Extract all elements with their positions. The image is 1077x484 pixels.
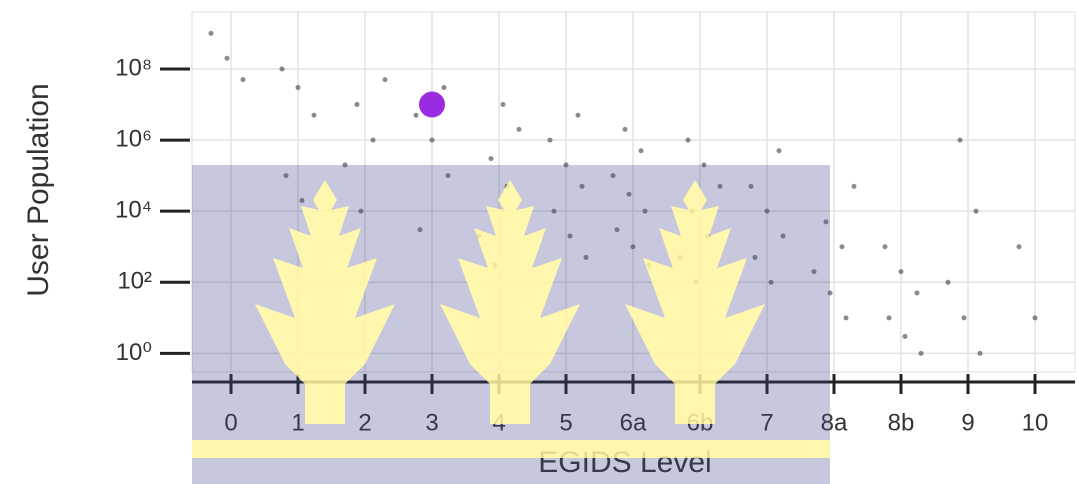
point	[919, 351, 924, 356]
point	[899, 269, 904, 274]
point	[623, 127, 628, 132]
point	[946, 280, 951, 285]
x-tick-label: 10	[1022, 409, 1049, 436]
point	[225, 56, 230, 61]
point	[777, 148, 782, 153]
y-tick-label: 10²	[117, 268, 152, 295]
y-axis-label: User Population	[22, 83, 55, 296]
highlight-point	[419, 92, 445, 118]
point	[887, 315, 892, 320]
page: {"chart_data": { "type": "scatter", "x_l…	[0, 0, 1077, 484]
point	[1033, 315, 1038, 320]
point	[371, 138, 376, 143]
point	[1017, 244, 1022, 249]
point	[915, 291, 920, 296]
watermark-overlay	[192, 165, 830, 484]
overlay-bar	[192, 440, 830, 458]
point	[312, 113, 317, 118]
point	[962, 315, 967, 320]
point	[355, 102, 360, 107]
point	[576, 113, 581, 118]
point	[517, 127, 522, 132]
point	[430, 138, 435, 143]
point	[903, 334, 908, 339]
point	[974, 209, 979, 214]
y-tick-label: 10⁶	[115, 125, 152, 152]
point	[639, 148, 644, 153]
point	[489, 156, 494, 161]
y-tick-label: 10⁴	[115, 197, 152, 224]
point	[852, 184, 857, 189]
y-tick-label: 10⁰	[116, 339, 152, 366]
point	[241, 77, 246, 82]
point	[958, 138, 963, 143]
point	[296, 85, 301, 90]
y-tick-label: 10⁸	[115, 54, 152, 81]
point	[414, 113, 419, 118]
point	[548, 138, 553, 143]
point	[840, 244, 845, 249]
point	[844, 315, 849, 320]
point	[383, 77, 388, 82]
point	[442, 85, 447, 90]
x-tick-label: 9	[961, 409, 974, 436]
point	[686, 138, 691, 143]
point	[883, 244, 888, 249]
point	[978, 351, 983, 356]
chart: 10⁰10²10⁴10⁶10⁸0123456a6b78a8b910 User P…	[0, 0, 1077, 484]
point	[501, 102, 506, 107]
x-tick-label: 8b	[888, 409, 915, 436]
point	[280, 66, 285, 71]
point	[209, 31, 214, 36]
